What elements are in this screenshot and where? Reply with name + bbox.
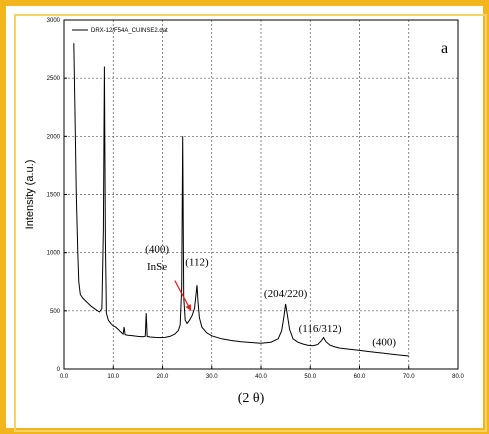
annotation-arrowhead (185, 304, 192, 311)
x-tick-label: 10.0 (107, 374, 119, 380)
peak-label: InSe (147, 261, 167, 273)
xrd-series-line (73, 43, 409, 357)
x-axis-label: (2 θ) (238, 391, 265, 406)
y-tick-label: 500 (50, 309, 61, 315)
peak-label: (112) (185, 256, 209, 268)
x-tick-label: 60.0 (354, 374, 366, 380)
x-tick-label: 30.0 (206, 374, 218, 380)
legend: DRX-12/F54A_CUINSE2.dat (72, 28, 168, 34)
x-tick-label: 70.0 (403, 374, 415, 380)
peak-label: (204/220) (264, 288, 308, 300)
y-tick-label: 0 (57, 367, 61, 373)
panel-label: a (441, 40, 448, 57)
peak-label: (400) (145, 244, 169, 256)
x-tick-label: 80.0 (452, 374, 464, 380)
y-axis-ticks: 0 500 1000 1500 2000 2500 3000 (47, 18, 67, 373)
y-tick-label: 1000 (47, 251, 61, 257)
x-tick-label: 50.0 (304, 374, 316, 380)
x-axis-ticks: 0.0 10.0 20.0 30.0 40.0 50.0 60.0 70.0 80.0 (60, 366, 464, 380)
peak-annotations: (400) InSe (112) (204/220) (116/312) (400) (145, 244, 396, 349)
y-tick-label: 2500 (47, 76, 61, 82)
legend-label: DRX-12/F54A_CUINSE2.dat (91, 28, 168, 34)
y-tick-label: 1500 (47, 193, 61, 199)
figure-inner-frame (14, 14, 487, 432)
x-tick-label: 0.0 (60, 374, 69, 380)
x-tick-label: 20.0 (157, 374, 169, 380)
y-axis-label: Intensity (a.u.) (24, 160, 36, 230)
grid-lines (64, 20, 458, 369)
peak-label: (116/312) (299, 323, 342, 335)
x-tick-label: 40.0 (255, 374, 267, 380)
peak-label: (400) (372, 337, 396, 349)
y-tick-label: 3000 (47, 18, 61, 24)
y-tick-label: 2000 (47, 134, 61, 140)
